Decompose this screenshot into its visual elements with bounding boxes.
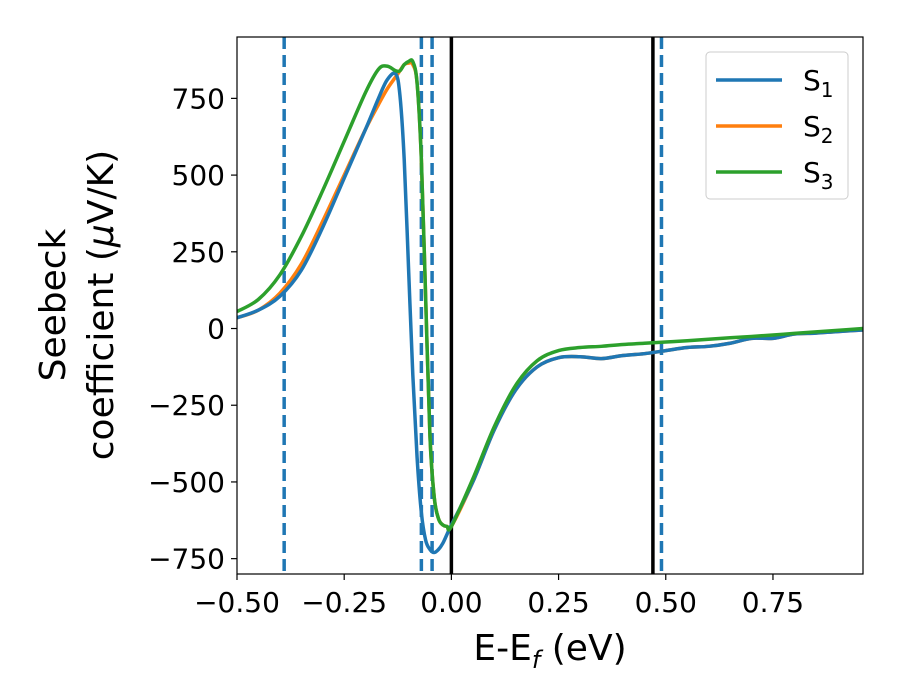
y-tick-label: −750	[148, 543, 225, 576]
y-tick-label: 750	[172, 82, 225, 115]
x-axis: −0.50 −0.25 0.00 0.25 0.50 0.75	[194, 574, 804, 619]
y-tick-label: 500	[172, 159, 225, 192]
y-axis: −750 −500 −250 0 250 500 750	[148, 82, 237, 576]
y-tick-label: −250	[148, 389, 225, 422]
legend: S1 S2 S3	[705, 51, 849, 200]
x-tick-label: 0.25	[527, 586, 589, 619]
y-tick-label: 0	[207, 313, 225, 346]
x-tick-label: 0.50	[635, 586, 697, 619]
y-axis-title: Seebeck coefficient (μV/K)	[33, 150, 122, 460]
x-tick-label: −0.25	[301, 586, 387, 619]
y-tick-label: −500	[148, 466, 225, 499]
legend-label-s2: S2	[803, 110, 834, 148]
x-tick-label: 0.75	[742, 586, 804, 619]
series-line-s1	[237, 71, 863, 555]
x-tick-label: −0.50	[194, 586, 280, 619]
x-tick-label: 0.00	[420, 586, 482, 619]
x-axis-title: E-Ef (eV)	[473, 628, 626, 674]
series-line-s3	[237, 58, 863, 532]
series-lines	[237, 58, 863, 555]
reference-lines	[282, 37, 664, 574]
legend-label-s3: S3	[803, 156, 834, 194]
y-axis-title-line2: coefficient (μV/K)	[81, 150, 122, 460]
legend-label-s1: S1	[803, 64, 834, 102]
y-tick-label: 250	[172, 236, 225, 269]
y-axis-title-line1: Seebeck	[33, 228, 74, 381]
plot-frame	[236, 36, 864, 575]
